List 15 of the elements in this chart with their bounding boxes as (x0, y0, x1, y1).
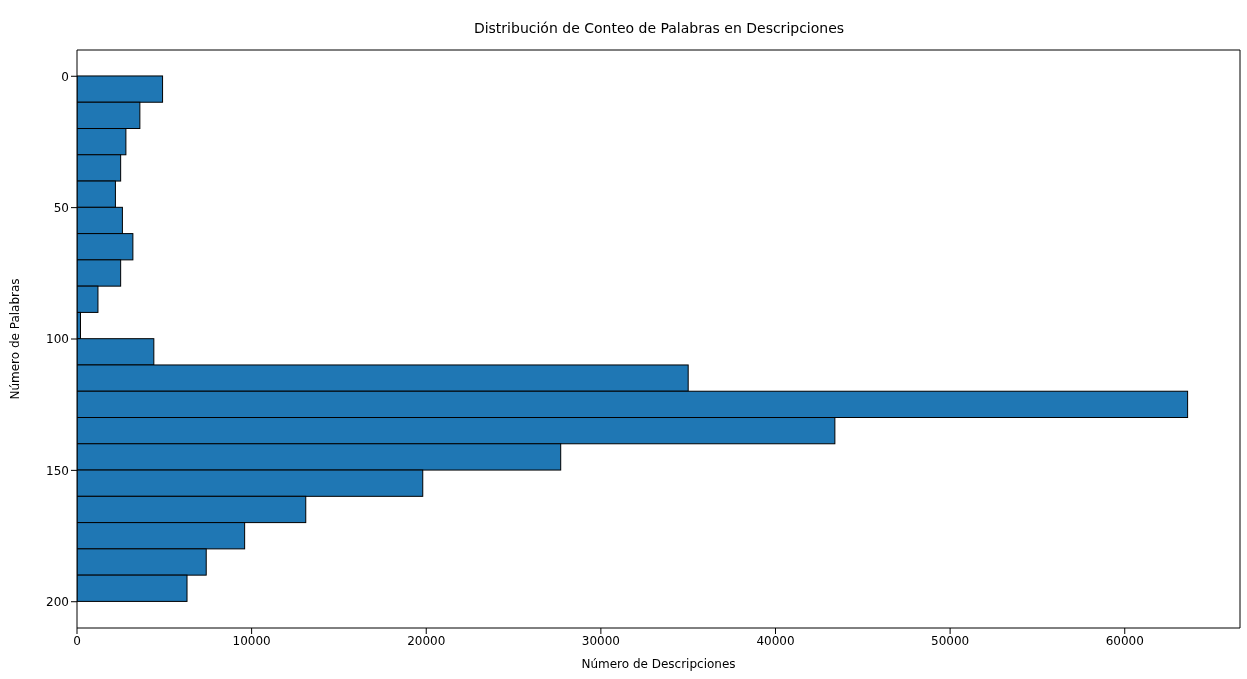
x-tick-label: 40000 (756, 633, 795, 648)
y-tick-label: 150 (46, 463, 69, 478)
x-tick-label: 0 (73, 633, 81, 648)
x-tick-label: 30000 (581, 633, 620, 648)
x-tick-label: 10000 (232, 633, 271, 648)
y-axis-title: Número de Palabras (8, 278, 23, 400)
x-axis-title: Número de Descripciones (581, 657, 736, 671)
x-tick-label: 20000 (407, 633, 446, 648)
chart-title: Distribución de Conteo de Palabras en Descripciones (472, 20, 846, 36)
y-tick-label: 50 (53, 200, 69, 215)
y-tick-label: 0 (61, 69, 69, 84)
x-tick-label: 50000 (931, 633, 970, 648)
y-tick-label: 100 (46, 332, 69, 347)
x-tick-label: 60000 (1105, 633, 1144, 648)
y-tick-label: 200 (46, 594, 69, 609)
